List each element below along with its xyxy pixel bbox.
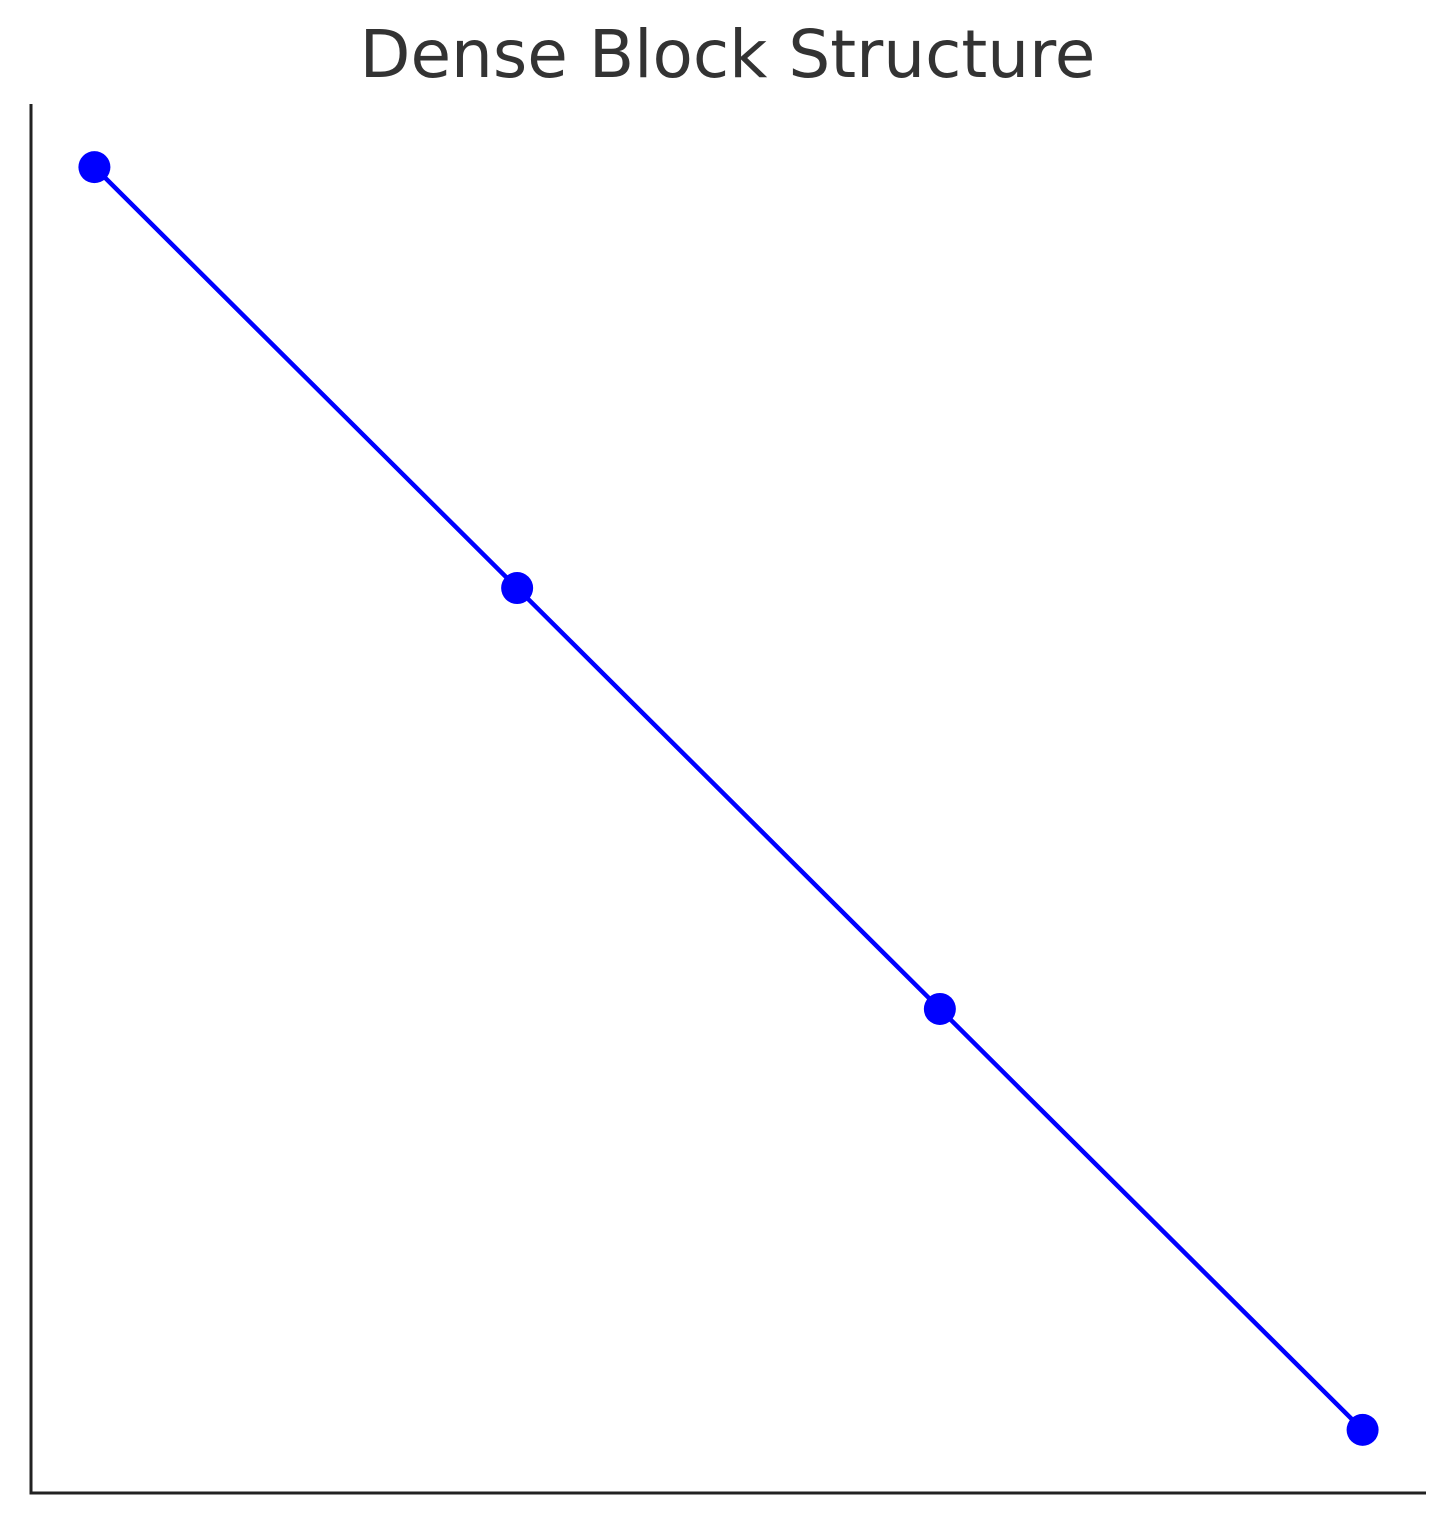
axes (29, 104, 1426, 1495)
chart-title: Dense Block Structure (359, 16, 1096, 93)
series-layer (78, 151, 1379, 1446)
data-point-1 (501, 572, 534, 605)
data-point-2 (923, 992, 956, 1025)
data-point-0 (78, 151, 111, 184)
data-point-3 (1346, 1413, 1379, 1446)
series-line-0 (92, 165, 1365, 1432)
